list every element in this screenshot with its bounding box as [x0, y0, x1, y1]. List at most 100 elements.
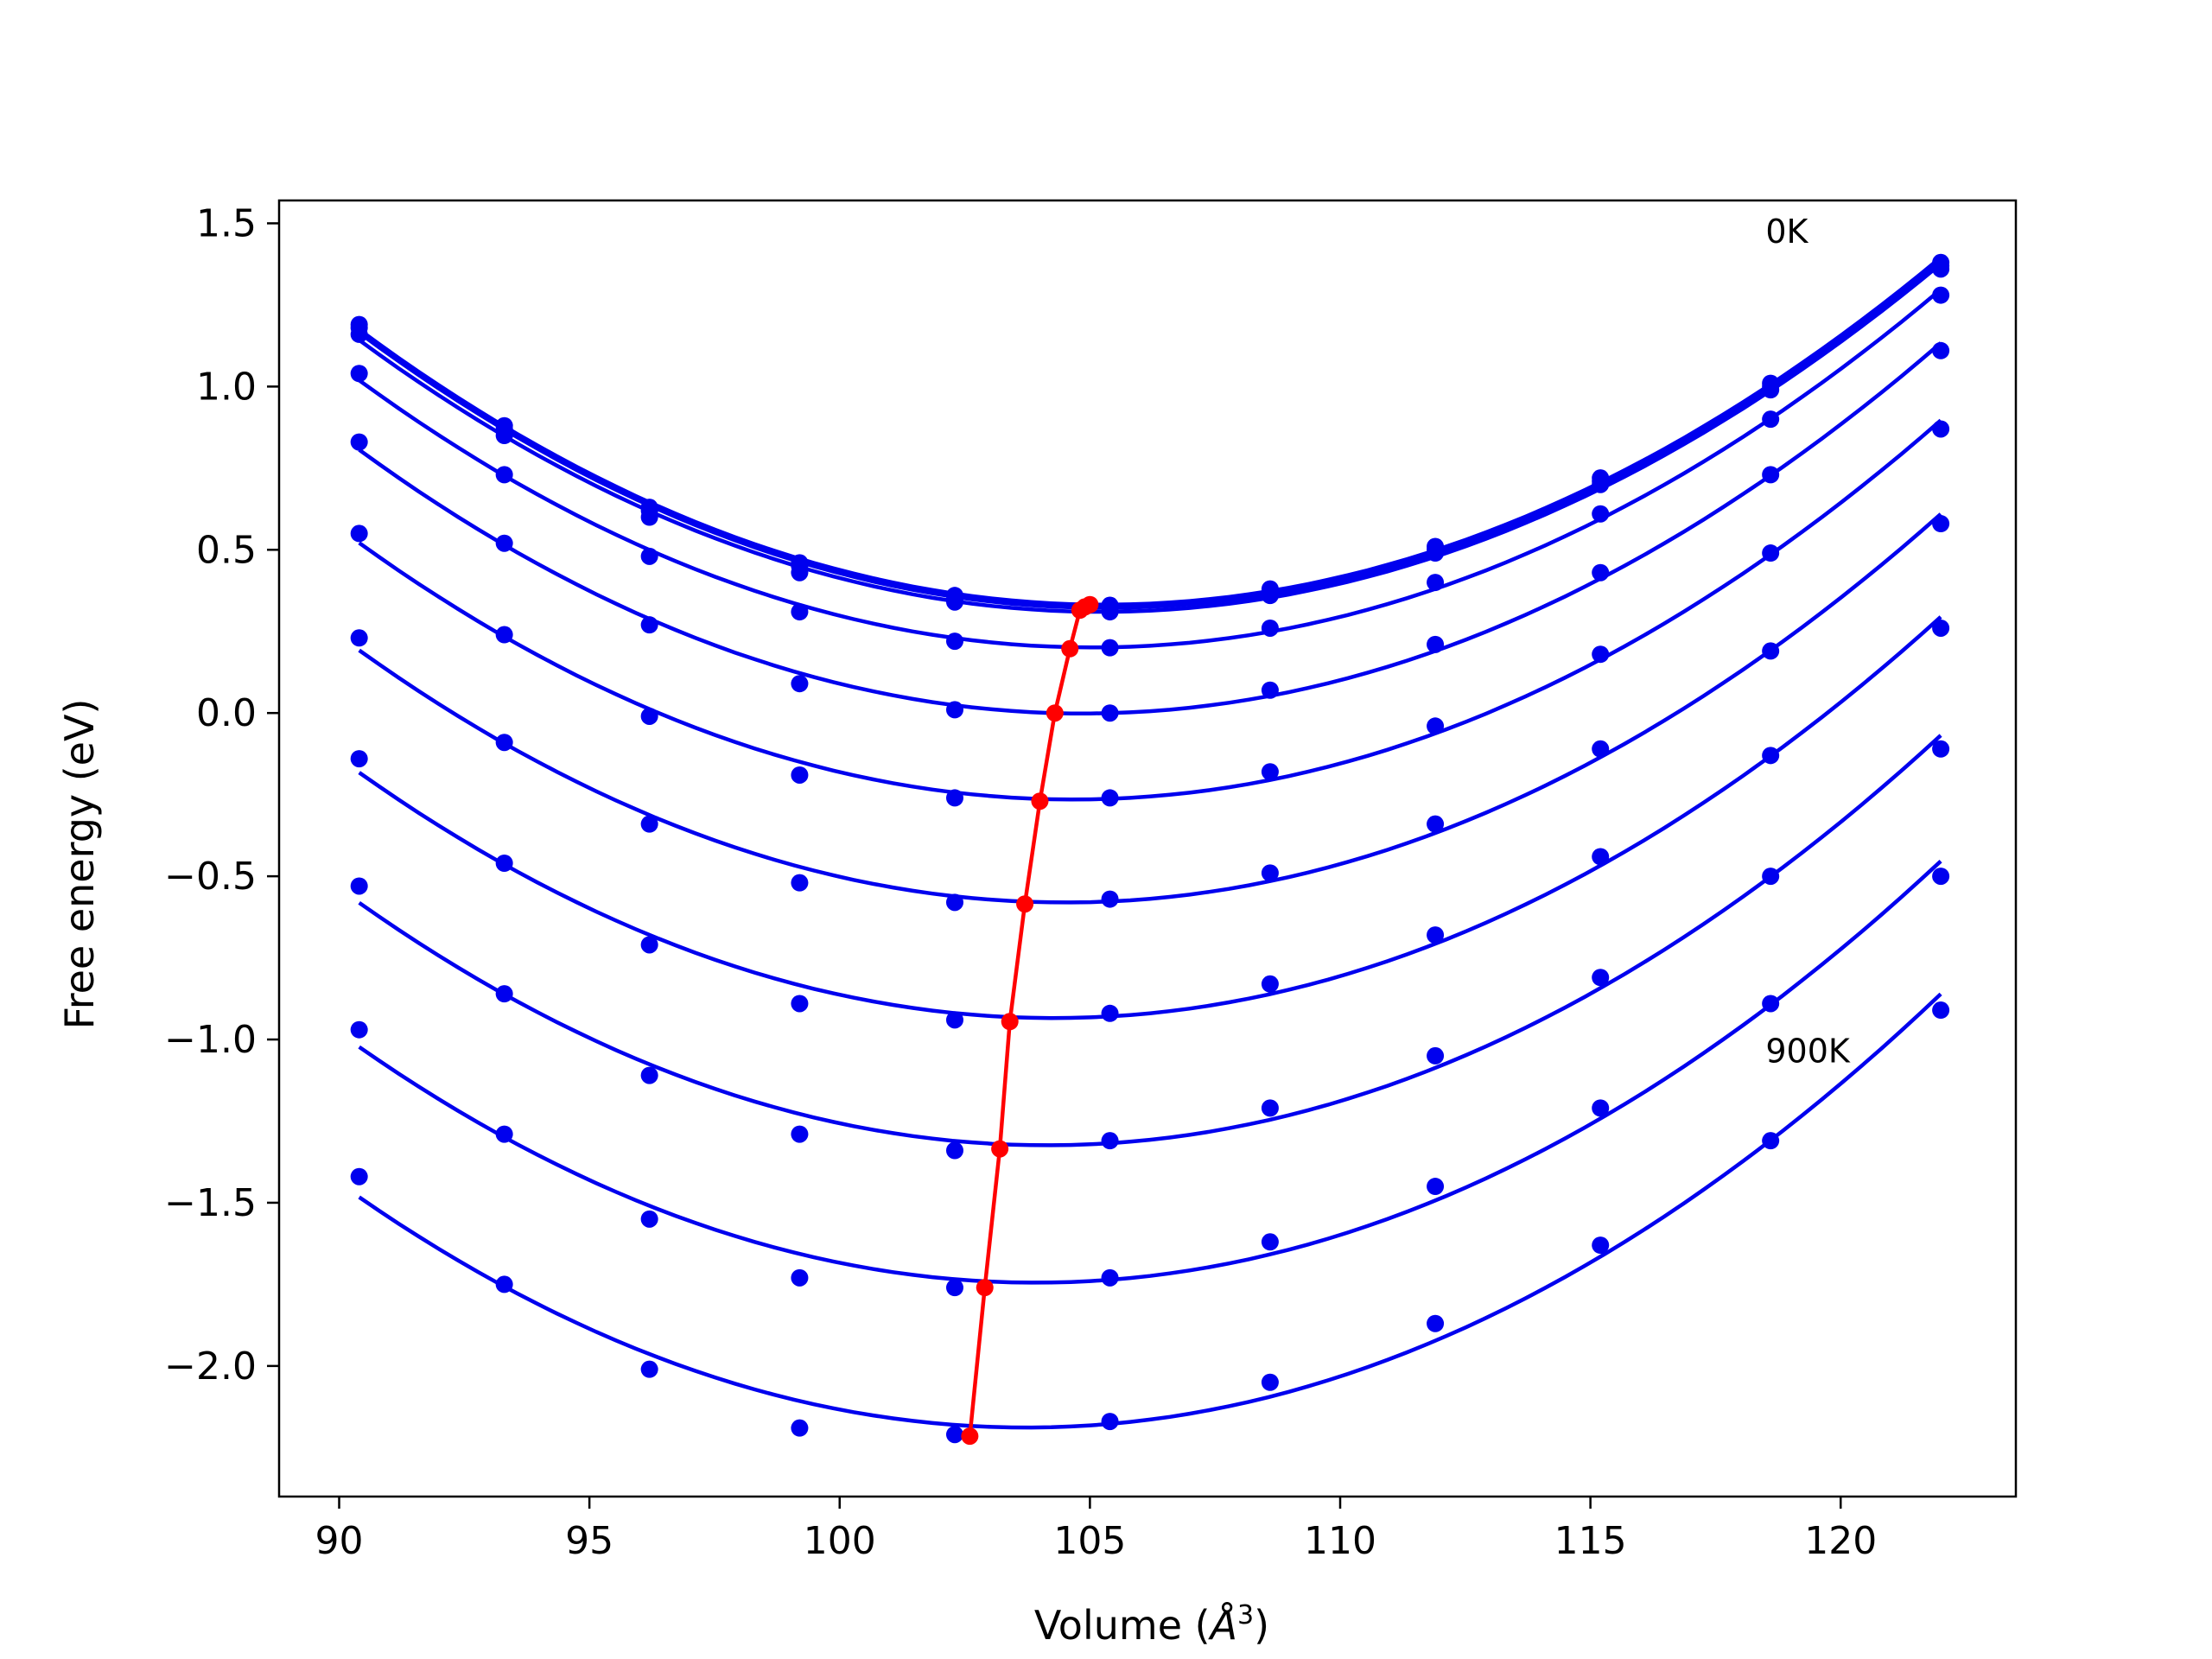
data-point — [640, 1360, 658, 1378]
data-point — [1592, 848, 1610, 866]
data-point — [350, 1020, 368, 1039]
annotations: 0K 900K — [1765, 213, 1851, 1070]
minimum-point — [1071, 601, 1089, 620]
y-tick-label: −1.0 — [164, 1018, 257, 1062]
fit-curve — [358, 992, 1942, 1430]
data-point — [1932, 420, 1950, 438]
annotation-0k: 0K — [1765, 213, 1808, 251]
data-point — [350, 629, 368, 647]
data-point — [1261, 864, 1279, 882]
data-point — [791, 1419, 809, 1437]
data-point — [1592, 505, 1610, 523]
data-point — [1592, 740, 1610, 758]
data-point — [1592, 645, 1610, 664]
curve-series — [350, 734, 1950, 1160]
data-point — [1427, 635, 1445, 653]
data-point — [945, 701, 963, 719]
data-point — [1101, 1268, 1119, 1287]
y-tick-label: 0.5 — [196, 528, 257, 572]
y-axis-ticks: 1.5 1.0 0.5 0.0 −0.5 −1.0 −1.5 −2.0 — [164, 201, 279, 1389]
data-point — [1932, 740, 1950, 758]
y-axis-label: Free energy (eV) — [56, 699, 103, 1030]
data-point — [1101, 1413, 1119, 1431]
data-point — [350, 433, 368, 451]
data-point — [350, 325, 368, 343]
fit-curve — [358, 288, 1942, 650]
data-point — [1762, 544, 1780, 563]
data-point — [1101, 890, 1119, 908]
data-point — [640, 547, 658, 565]
x-tick-label: 110 — [1304, 1519, 1376, 1563]
data-point — [1101, 603, 1119, 621]
data-point — [1427, 926, 1445, 944]
data-point — [1261, 681, 1279, 699]
curve-series — [350, 615, 1950, 1029]
data-point — [350, 877, 368, 895]
data-point — [791, 995, 809, 1013]
curve-series — [350, 860, 1950, 1297]
data-point — [495, 985, 513, 1003]
data-point — [1261, 619, 1279, 637]
data-point — [495, 466, 513, 484]
data-point — [1427, 1178, 1445, 1196]
data-point — [1427, 815, 1445, 833]
minimum-point — [1001, 1013, 1019, 1031]
data-point — [350, 750, 368, 768]
x-tick-label: 95 — [565, 1519, 613, 1563]
data-point — [640, 1210, 658, 1228]
minimum-point — [1061, 639, 1079, 658]
data-point — [945, 1426, 963, 1444]
data-point — [1427, 717, 1445, 735]
data-point — [945, 1279, 963, 1297]
x-tick-label: 90 — [315, 1519, 364, 1563]
curve-series — [350, 512, 1950, 912]
x-tick-label: 105 — [1053, 1519, 1126, 1563]
data-point — [945, 1011, 963, 1029]
data-point — [1261, 763, 1279, 781]
data-point — [1932, 260, 1950, 278]
x-tick-label: 115 — [1554, 1519, 1627, 1563]
data-point — [1932, 619, 1950, 637]
data-point — [495, 427, 513, 445]
data-point — [640, 815, 658, 833]
temperature-curves — [350, 253, 1950, 1444]
curve-series — [350, 341, 1950, 722]
data-point — [1261, 587, 1279, 605]
data-point — [1592, 969, 1610, 987]
data-point — [1101, 1004, 1119, 1022]
x-tick-label: 120 — [1804, 1519, 1877, 1563]
data-point — [1932, 1001, 1950, 1020]
minimum-point — [1046, 704, 1064, 722]
data-point — [1932, 341, 1950, 359]
y-tick-label: 0.0 — [196, 691, 257, 735]
data-point — [1762, 868, 1780, 886]
x-axis-label: Volume (Å3) — [1034, 1600, 1269, 1649]
data-point — [640, 616, 658, 634]
data-point — [1762, 995, 1780, 1013]
data-point — [791, 563, 809, 582]
data-point — [495, 855, 513, 873]
fit-curve — [358, 734, 1942, 1147]
data-point — [1261, 1233, 1279, 1251]
data-point — [791, 1125, 809, 1143]
curve-series — [350, 260, 1950, 621]
data-point — [495, 734, 513, 752]
data-point — [1261, 1099, 1279, 1117]
data-point — [1427, 544, 1445, 563]
minimum-point — [1016, 895, 1034, 913]
data-point — [791, 874, 809, 892]
data-point — [791, 1268, 809, 1287]
x-axis-label-exp: 3 — [1237, 1600, 1254, 1630]
data-point — [1427, 1314, 1445, 1332]
data-point — [791, 766, 809, 784]
data-point — [1762, 466, 1780, 484]
y-tick-label: 1.0 — [196, 365, 257, 409]
data-point — [945, 789, 963, 807]
x-axis-label-close: ) — [1254, 1602, 1269, 1649]
data-point — [791, 675, 809, 693]
data-point — [495, 626, 513, 644]
data-point — [495, 1125, 513, 1143]
fit-curve — [358, 615, 1942, 1020]
data-point — [945, 593, 963, 611]
